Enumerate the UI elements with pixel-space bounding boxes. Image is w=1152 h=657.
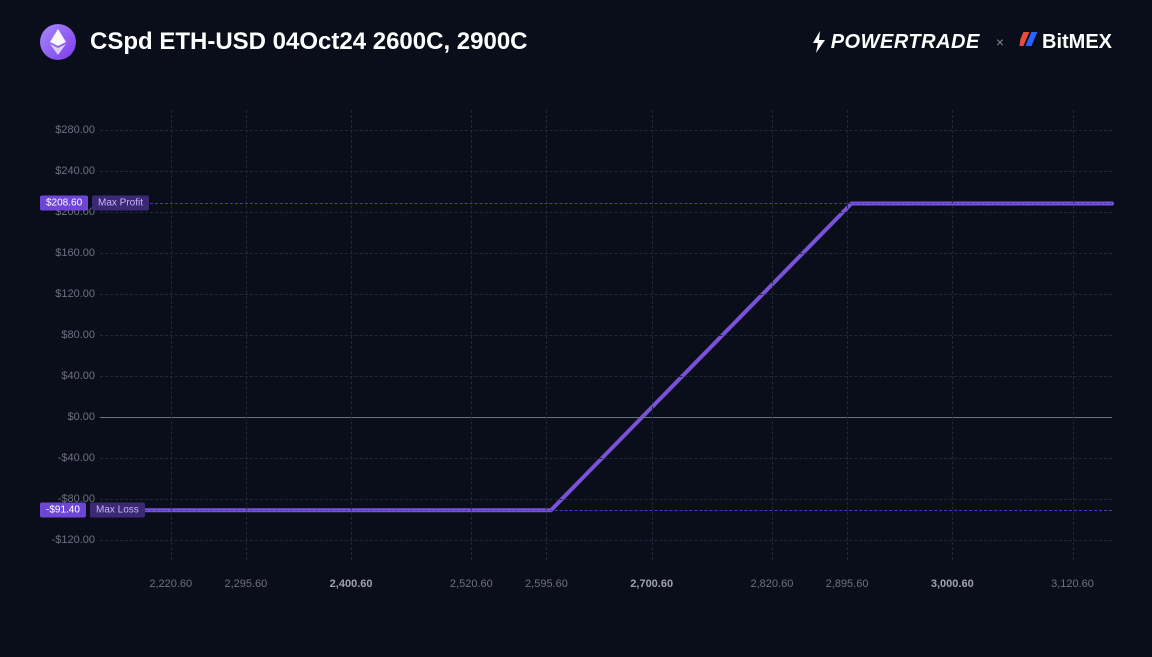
y-axis-label: $240.00 (55, 165, 95, 177)
x-axis-label: 2,295.60 (224, 578, 267, 590)
y-gridline (100, 335, 1112, 336)
x-gridline (847, 110, 848, 560)
x-gridline (1073, 110, 1074, 560)
x-axis-label: 2,520.60 (450, 578, 493, 590)
x-axis-label: 2,595.60 (525, 578, 568, 590)
y-gridline (100, 253, 1112, 254)
x-gridline (952, 110, 953, 560)
y-gridline (100, 458, 1112, 459)
max_profit-ref-line (100, 203, 1112, 204)
x-gridline (772, 110, 773, 560)
header: CSpd ETH-USD 04Oct24 2600C, 2900C POWERT… (0, 0, 1152, 60)
x-axis-label: 3,000.60 (931, 578, 974, 590)
y-gridline (100, 130, 1112, 131)
x-gridline (546, 110, 547, 560)
y-gridline (100, 540, 1112, 541)
payoff-chart: $280.00$240.00$200.00$160.00$120.00$80.0… (40, 100, 1112, 600)
title-group: CSpd ETH-USD 04Oct24 2600C, 2900C (40, 24, 528, 60)
x-axis-label: 3,120.60 (1051, 578, 1094, 590)
y-axis-label: $120.00 (55, 288, 95, 300)
powertrade-text: POWERTRADE (831, 31, 980, 54)
x-axis-label: 2,700.60 (630, 578, 673, 590)
bitmex-logo: BitMEX (1020, 30, 1112, 54)
y-axis-label: $0.00 (67, 411, 95, 423)
x-axis-label: 2,895.60 (826, 578, 869, 590)
bitmex-text: BitMEX (1042, 31, 1112, 54)
bolt-icon (811, 31, 827, 53)
y-axis-label: -$120.00 (52, 534, 95, 546)
chart-container: $280.00$240.00$200.00$160.00$120.00$80.0… (40, 100, 1112, 600)
x-axis-label: 2,820.60 (751, 578, 794, 590)
max-profit-value-badge: $208.60 (40, 196, 88, 211)
x-gridline (471, 110, 472, 560)
max-loss-value-badge: -$91.40 (40, 503, 86, 518)
y-axis-label: $160.00 (55, 247, 95, 259)
max-profit-text-badge: Max Profit (92, 196, 149, 211)
y-gridline (100, 499, 1112, 500)
x-gridline (652, 110, 653, 560)
max-loss-text-badge: Max Loss (90, 503, 145, 518)
y-axis-label: $280.00 (55, 124, 95, 136)
chart-title: CSpd ETH-USD 04Oct24 2600C, 2900C (90, 28, 528, 56)
ethereum-icon (40, 24, 76, 60)
x-axis-label: 2,220.60 (149, 578, 192, 590)
powertrade-logo: POWERTRADE (811, 31, 980, 54)
bitmex-mark-icon (1018, 30, 1039, 54)
y-axis-label: $40.00 (61, 370, 95, 382)
x-axis-label: 2,400.60 (330, 578, 373, 590)
max_loss-ref-line (100, 510, 1112, 511)
y-gridline (100, 171, 1112, 172)
logo-separator: × (996, 34, 1004, 50)
x-gridline (171, 110, 172, 560)
y-gridline (100, 212, 1112, 213)
y-axis-label: $80.00 (61, 329, 95, 341)
y-gridline (100, 417, 1112, 418)
x-gridline (351, 110, 352, 560)
eth-glyph-icon (49, 29, 67, 55)
y-gridline (100, 294, 1112, 295)
brand-logos: POWERTRADE × BitMEX (811, 30, 1112, 54)
y-gridline (100, 376, 1112, 377)
x-gridline (246, 110, 247, 560)
y-axis-label: -$40.00 (58, 452, 95, 464)
